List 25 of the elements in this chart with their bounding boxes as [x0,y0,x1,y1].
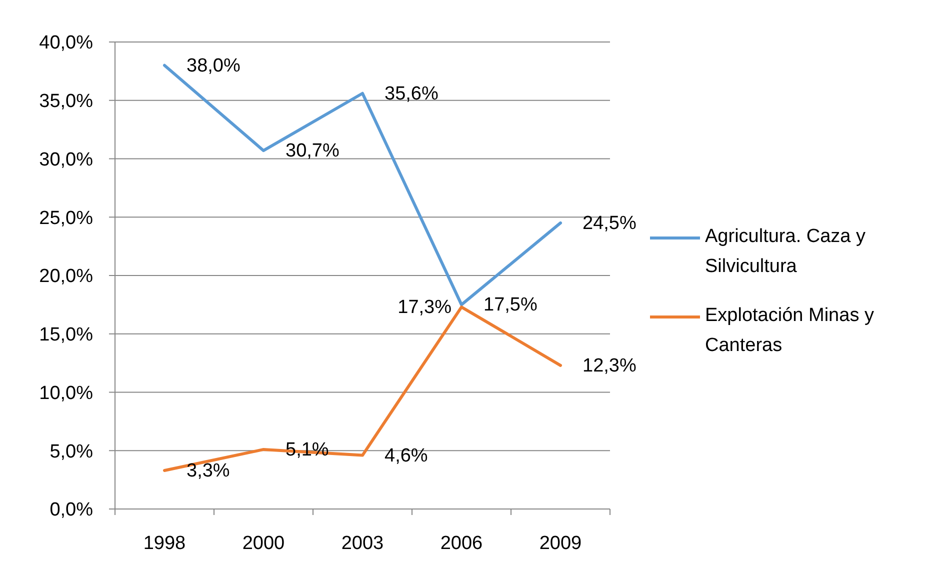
y-tick-label: 0,0% [50,500,94,521]
x-tick-label: 2009 [539,532,582,554]
x-tick-label: 1998 [143,532,186,554]
x-tick-label: 2000 [242,532,285,554]
y-tick-label: 20,0% [39,266,94,288]
data-label: 24,5% [582,212,636,234]
x-tick-label: 2003 [341,532,384,554]
y-tick-label: 15,0% [39,324,94,346]
y-tick-label: 35,0% [39,91,94,112]
data-label: 38,0% [186,54,240,76]
data-label: 17,5% [484,294,538,316]
legend-label: Agricultura. Caza y Silvicultura [705,225,867,279]
data-label: 3,3% [186,460,230,481]
data-label: 12,3% [582,354,636,376]
data-label: 30,7% [286,140,340,162]
legend-label: Explotación Minas y Canteras [705,304,875,358]
y-tick-label: 25,0% [39,208,94,229]
data-label: 17,3% [398,296,452,318]
y-tick-label: 30,0% [39,149,94,170]
y-tick-label: 5,0% [50,441,94,462]
data-label: 35,6% [384,82,438,104]
data-label: 4,6% [384,444,428,466]
x-tick-label: 2006 [440,532,483,554]
y-tick-label: 40,0% [39,32,94,54]
y-tick-label: 10,0% [39,382,94,404]
